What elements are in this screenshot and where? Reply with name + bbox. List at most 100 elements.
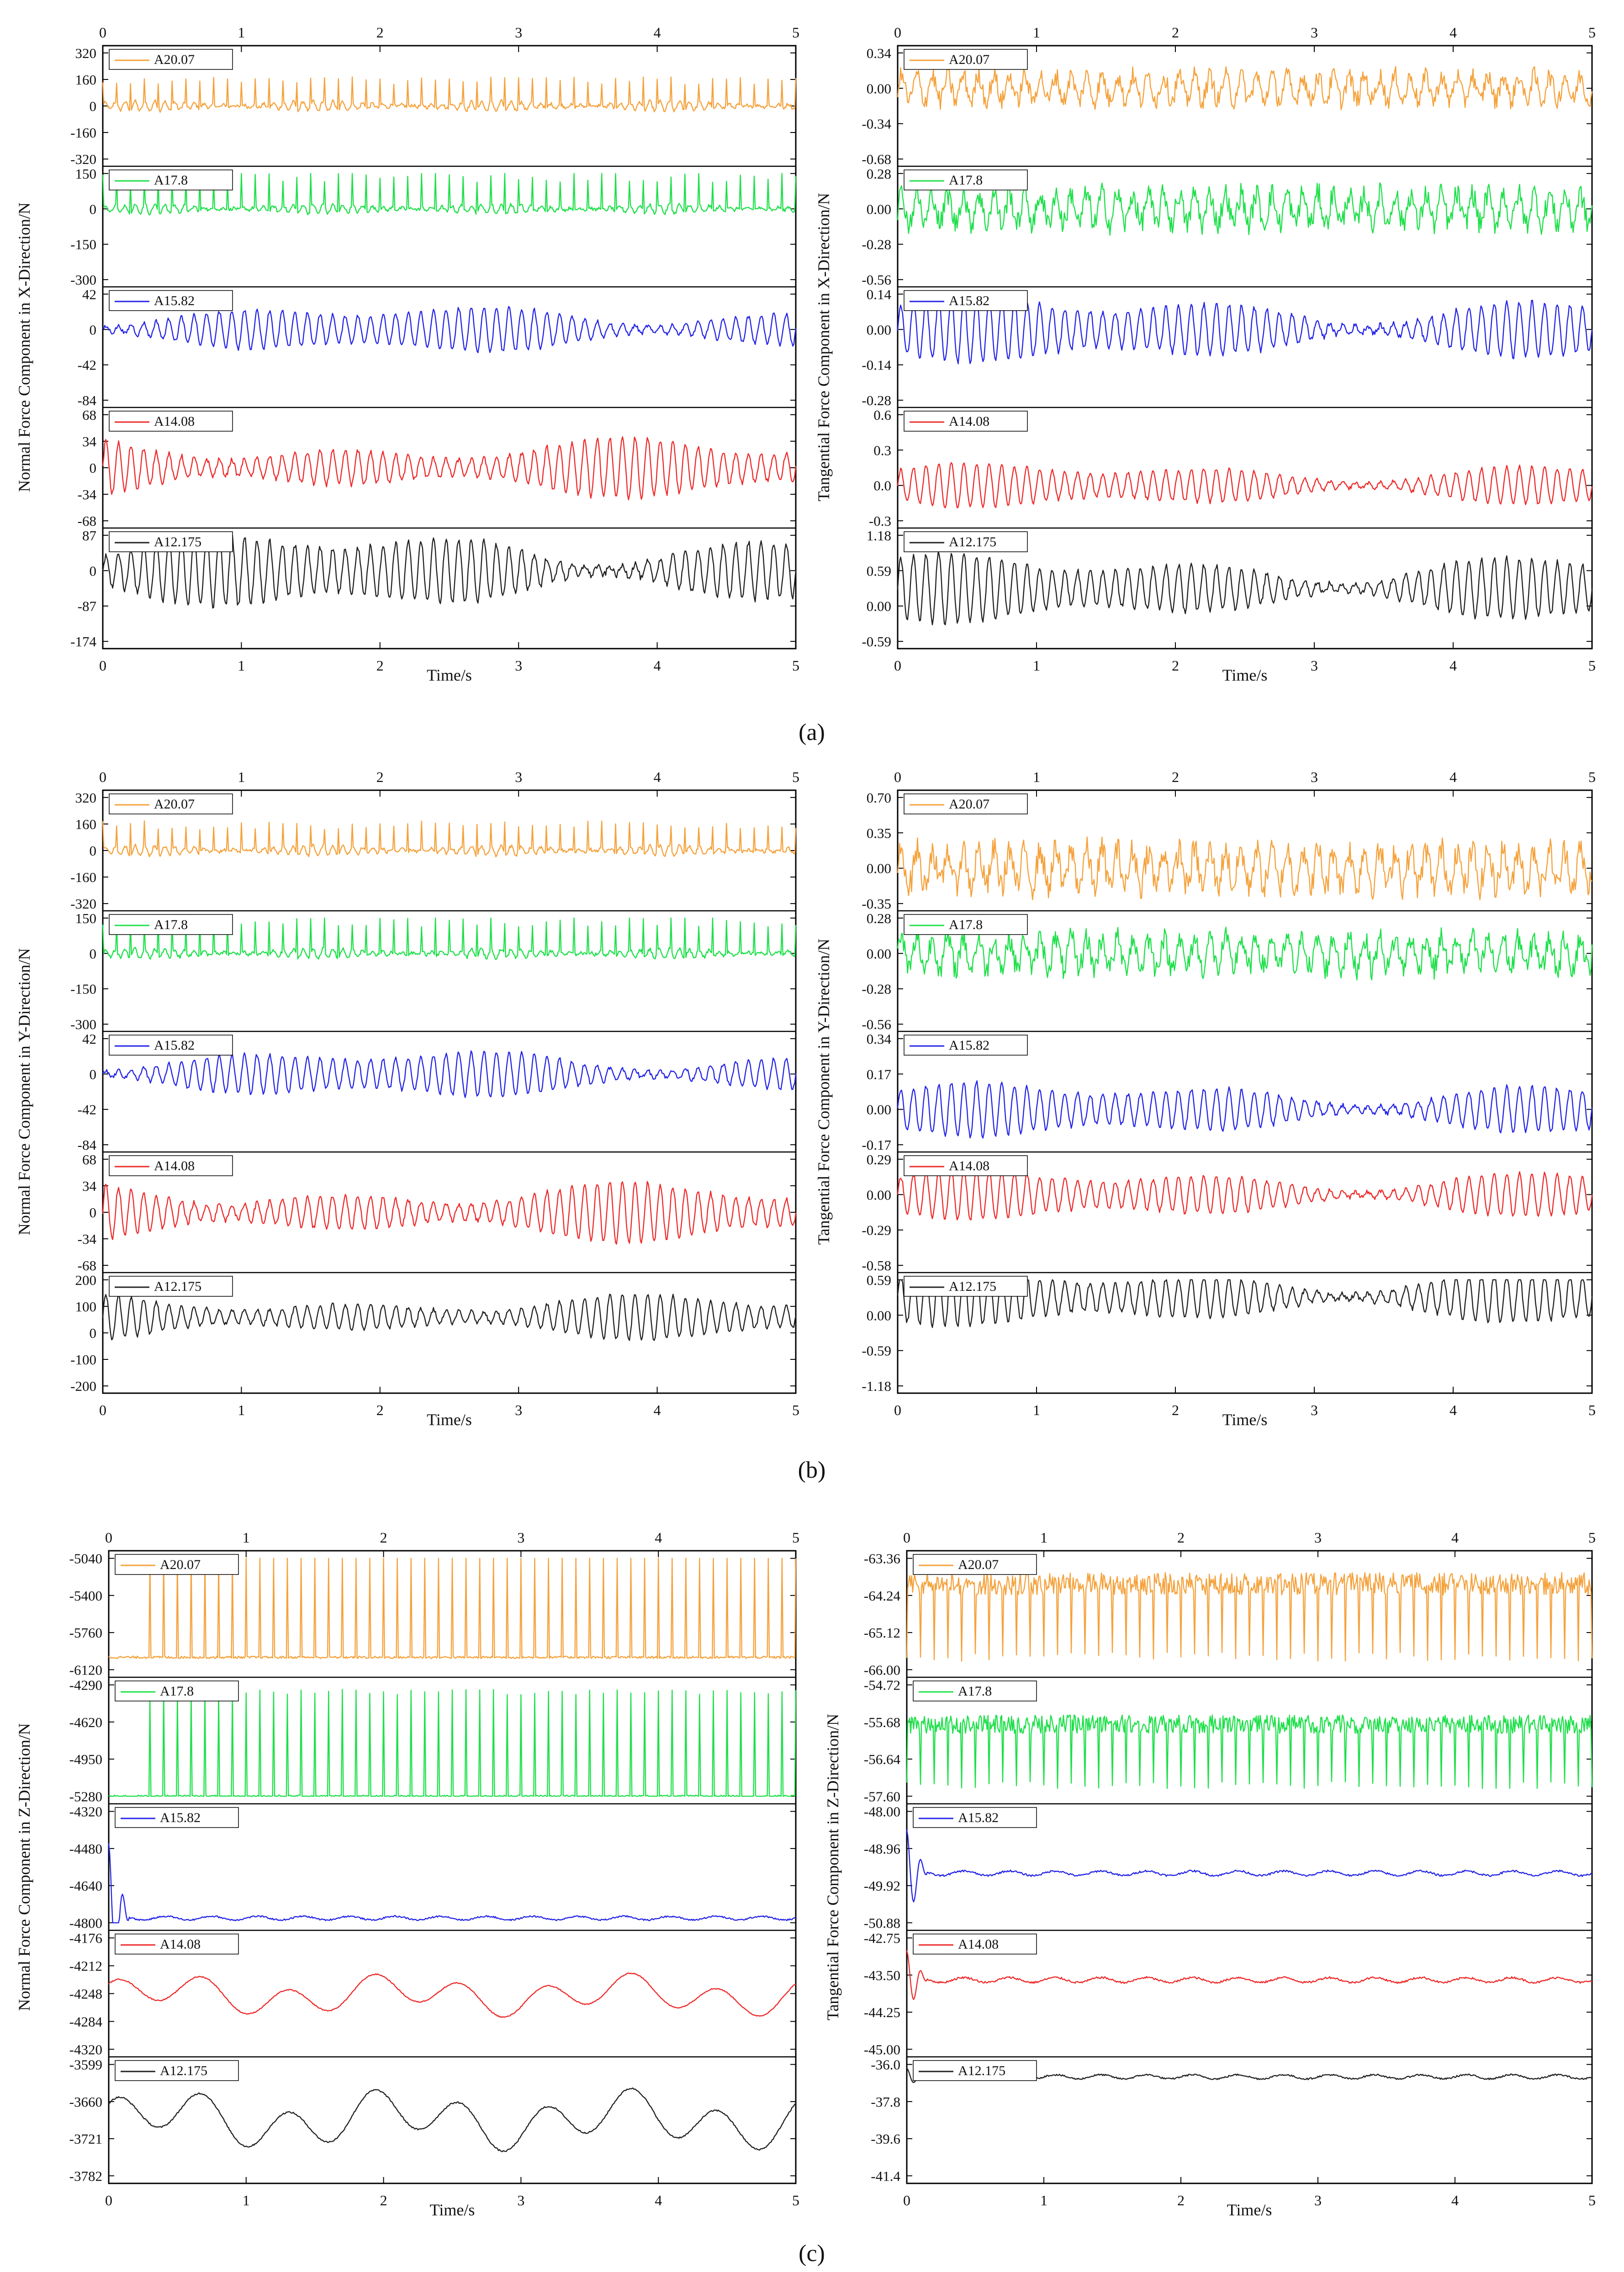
x-tick-label: 5	[792, 1402, 799, 1418]
x-tick-label: 1	[243, 2192, 250, 2209]
y-tick-label: -100	[70, 1352, 96, 1368]
legend-label: A12.175	[949, 534, 996, 550]
y-tick-label: -4320	[69, 1804, 102, 1820]
y-tick-label: 0.28	[867, 166, 891, 182]
subplot-A20.07: -63.36 -64.24 -65.12 -66.00 A20.07	[864, 1551, 1593, 1678]
legend-label: A14.08	[958, 1937, 999, 1952]
y-tick-label: 0.0	[873, 478, 891, 494]
y-tick-label: 0.00	[867, 201, 891, 217]
subplot-A12.175: 200 100 0 -100 -200 A12.175	[70, 1272, 797, 1394]
legend-box	[115, 1554, 239, 1575]
y-tick-label: -0.34	[862, 116, 891, 132]
y-axis-label: Tangential Force Component in X-Directio…	[815, 193, 833, 501]
x-tick-label-top: 4	[654, 24, 661, 41]
y-tick-label: -200	[70, 1378, 96, 1394]
x-tick-label: 2	[380, 2192, 387, 2209]
subplot-A20.07: 0.34 0.00 -0.34 -0.68 A20.07	[862, 45, 1593, 167]
y-tick-label: -0.28	[862, 392, 891, 408]
y-tick-label: -320	[70, 151, 96, 167]
subplot-A17.8: 150 0 -150 -300 A17.8	[70, 910, 797, 1032]
y-tick-label: 160	[75, 816, 97, 832]
x-tick-label-top: 2	[1172, 24, 1179, 41]
legend-label: A15.82	[949, 293, 989, 308]
legend-box	[904, 169, 1028, 190]
legend-box	[109, 49, 233, 70]
subplot-A12.175: -36.0 -37.8 -39.6 -41.4 A12.175	[871, 2056, 1592, 2184]
y-tick-label: 0	[90, 460, 97, 476]
plot-frame	[102, 789, 797, 1394]
y-tick-label: 68	[82, 1152, 96, 1168]
y-tick-label: -0.56	[862, 272, 891, 288]
x-tick-label: 4	[1449, 657, 1457, 674]
y-tick-label: -55.68	[864, 1714, 900, 1730]
series-line-A17.8	[897, 926, 1593, 981]
legend-label: A12.175	[154, 534, 201, 550]
y-tick-label: -0.35	[862, 896, 891, 912]
y-tick-label: 0.00	[867, 598, 891, 614]
y-axis-label: Tangential Force Component in Z-Directio…	[824, 1714, 842, 2020]
y-tick-label: -4248	[69, 1986, 102, 2002]
series-line-A17.8	[906, 1714, 1593, 1789]
y-tick-label: 42	[82, 1031, 96, 1047]
x-tick-label-top: 3	[1314, 1529, 1322, 1546]
y-tick-label: -300	[70, 272, 96, 288]
chart-b-right: 0 0 1 1 2 2 3 3 4 4 5 5 Time/s Tangential Force Compo…	[815, 769, 1596, 1429]
y-tick-label: -84	[78, 392, 97, 408]
y-tick-label: 0	[90, 98, 97, 114]
subplot-A20.07: 0.70 0.35 0.00 -0.35 A20.07	[862, 790, 1592, 912]
plot-frame	[108, 1550, 797, 2184]
y-tick-label: 0.35	[867, 825, 891, 841]
y-tick-label: 34	[82, 433, 97, 449]
series-line-A12.175	[897, 550, 1593, 625]
x-tick-label-top: 2	[376, 769, 384, 785]
legend-label: A12.175	[154, 1279, 201, 1294]
series-line-A14.08	[108, 1972, 796, 2018]
x-tick-label-top: 4	[1449, 24, 1457, 41]
x-tick-label: 1	[1040, 2192, 1047, 2209]
subplot-A17.8: 0.28 0.00 -0.28 -0.56 A17.8	[862, 910, 1593, 1032]
series-line-A17.8	[108, 1689, 797, 1797]
series-line-A14.08	[906, 1950, 1592, 2000]
x-tick-label-top: 4	[655, 1529, 662, 1546]
x-axis-label: Time/s	[1222, 1411, 1268, 1429]
series-line-A14.08	[102, 1181, 797, 1245]
x-tick-label: 2	[376, 657, 384, 674]
x-tick-label: 5	[1588, 657, 1596, 674]
subplot-A14.08: 0.29 0.00 -0.29 -0.58 A14.08	[862, 1151, 1593, 1273]
legend-label: A17.8	[949, 917, 983, 932]
y-tick-label: -160	[70, 869, 96, 885]
legend-label: A20.07	[958, 1557, 999, 1572]
x-tick-label-top: 0	[894, 769, 901, 785]
legend-box	[115, 1807, 239, 1828]
legend-box	[913, 1934, 1037, 1955]
x-tick-label: 0	[894, 1402, 901, 1418]
subplot-A20.07: 320 160 0 -160 -320 A20.07	[70, 790, 797, 912]
y-tick-label: 0.59	[867, 1272, 891, 1288]
plot-frame	[102, 45, 797, 650]
legend-label: A17.8	[949, 173, 983, 188]
y-tick-label: 0.00	[867, 80, 891, 96]
y-tick-label: -150	[70, 237, 96, 253]
legend-label: A12.175	[958, 2063, 1005, 2078]
subplot-A12.175: 0.59 0.00 -0.59 -1.18 A12.175	[862, 1272, 1593, 1394]
y-tick-label: -34	[78, 1231, 97, 1247]
y-tick-label: 160	[75, 72, 97, 88]
series-line-A15.82	[102, 306, 797, 354]
legend-box	[115, 1934, 239, 1955]
legend-label: A17.8	[160, 1684, 194, 1699]
x-tick-label-top: 2	[376, 24, 384, 41]
y-tick-label: -0.68	[862, 151, 891, 167]
legend-box	[109, 1276, 233, 1297]
x-tick-label: 5	[792, 2192, 799, 2209]
y-tick-label: -0.58	[862, 1258, 891, 1273]
y-tick-label: 0.00	[867, 1102, 891, 1118]
y-tick-label: 0.34	[867, 1031, 892, 1047]
x-tick-label-top: 5	[1588, 769, 1596, 785]
subplot-A14.08: -42.75 -43.50 -44.25 -45.00 A14.08	[864, 1929, 1592, 2057]
y-tick-label: -0.28	[862, 237, 891, 253]
plot-frame	[897, 789, 1593, 1394]
series-line-A12.175	[108, 2087, 796, 2152]
